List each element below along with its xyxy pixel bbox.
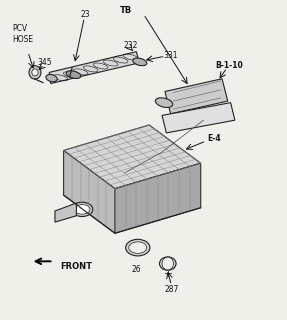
Ellipse shape	[66, 71, 81, 78]
Ellipse shape	[129, 242, 147, 253]
Text: 345: 345	[38, 58, 52, 67]
Ellipse shape	[155, 98, 173, 108]
Ellipse shape	[71, 202, 93, 217]
Text: B-1-10: B-1-10	[215, 60, 243, 69]
Circle shape	[32, 69, 38, 76]
Circle shape	[162, 257, 173, 270]
Polygon shape	[115, 163, 201, 233]
Text: E-4: E-4	[207, 134, 220, 143]
Text: 23: 23	[80, 10, 90, 19]
Polygon shape	[63, 150, 115, 233]
Polygon shape	[63, 125, 201, 189]
Ellipse shape	[160, 257, 176, 270]
Text: 331: 331	[163, 51, 178, 60]
Polygon shape	[162, 103, 235, 133]
Text: TB: TB	[120, 6, 133, 15]
Ellipse shape	[126, 239, 150, 256]
Polygon shape	[165, 79, 228, 114]
Ellipse shape	[133, 58, 147, 66]
Text: FRONT: FRONT	[61, 262, 93, 271]
Circle shape	[29, 66, 41, 79]
Ellipse shape	[46, 75, 57, 82]
Polygon shape	[55, 203, 76, 222]
Text: 287: 287	[165, 284, 179, 293]
Text: 26: 26	[131, 265, 141, 275]
Ellipse shape	[74, 204, 90, 214]
Text: PCV
HOSE: PCV HOSE	[12, 24, 33, 44]
Text: 232: 232	[123, 41, 138, 51]
Polygon shape	[49, 52, 139, 84]
